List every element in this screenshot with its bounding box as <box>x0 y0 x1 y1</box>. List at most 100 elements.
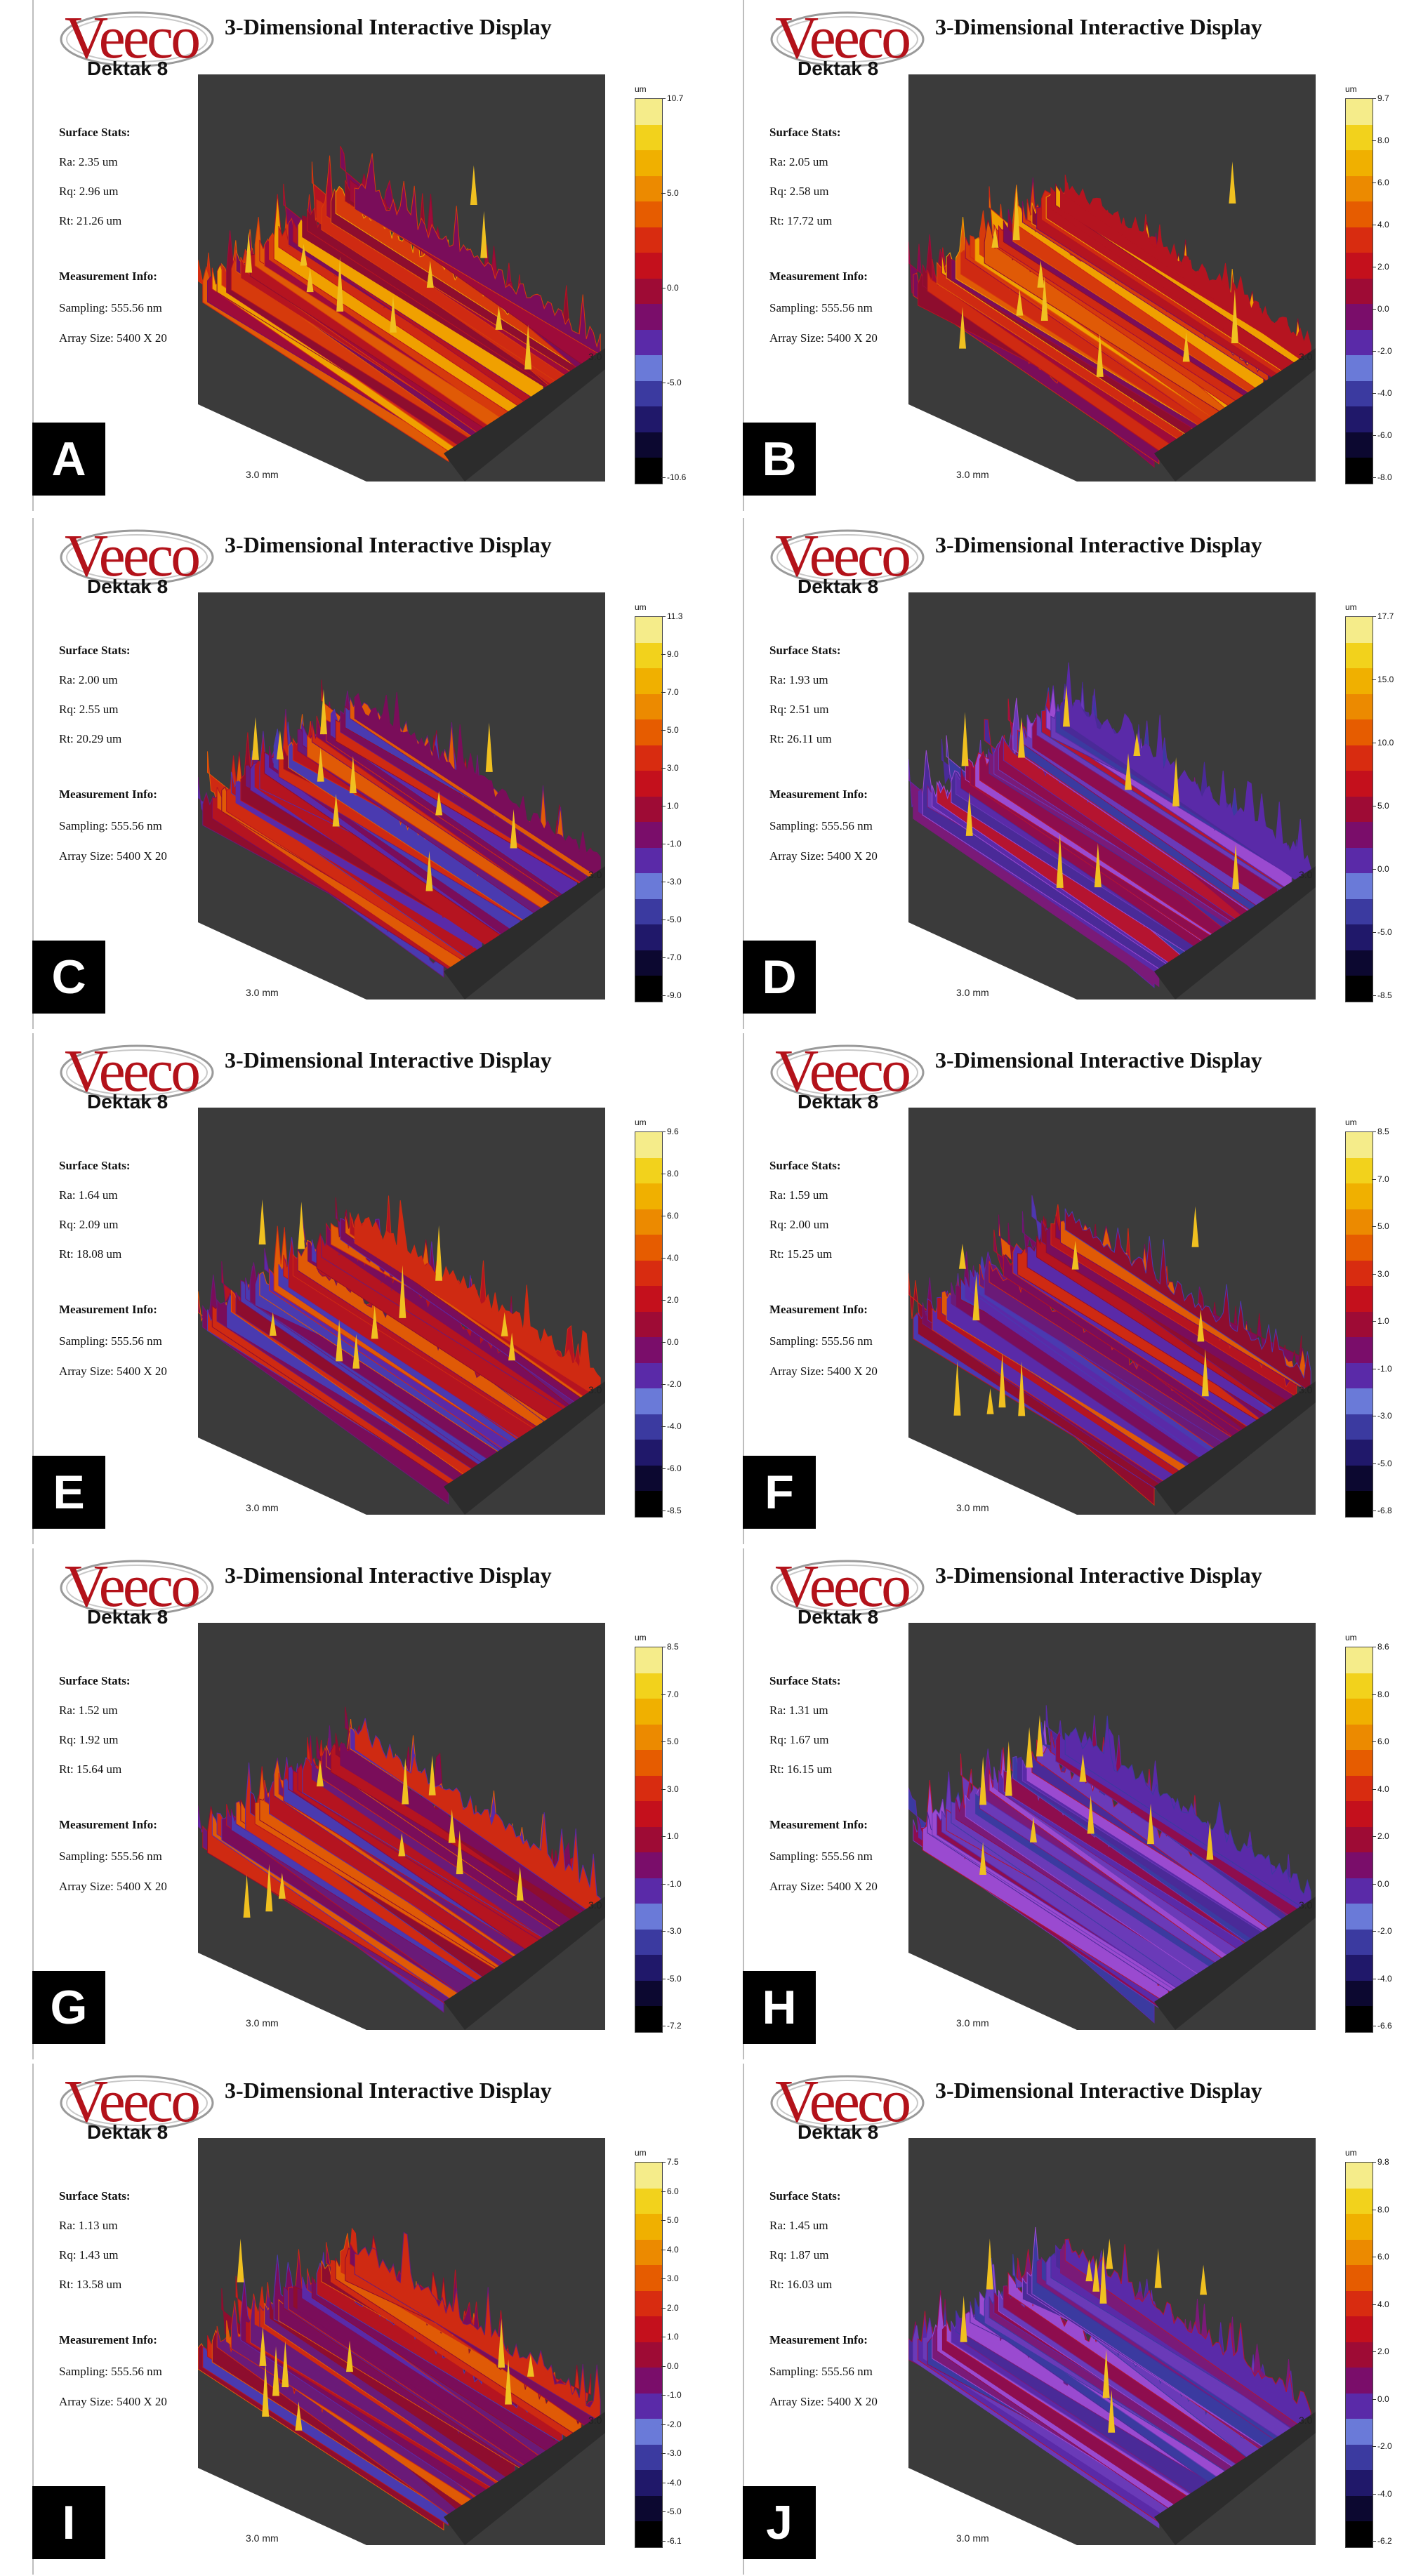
x-axis-label: 3.0 mm <box>246 987 279 998</box>
colorbar-segment <box>635 898 662 925</box>
colorbar-segment <box>1346 278 1373 305</box>
surface-stats-header: Surface Stats: <box>769 644 841 657</box>
surface-edge <box>1154 2412 1316 2545</box>
surface-peak <box>402 1758 409 1805</box>
colorbar-segment <box>635 1852 662 1878</box>
colorbar-segment <box>635 1235 662 1261</box>
surface-plot <box>908 592 1316 1000</box>
x-axis-label: 3.0 mm <box>246 1502 279 1513</box>
product-name: Dektak 8 <box>87 1091 168 1113</box>
surface-peak <box>1036 1715 1043 1757</box>
colorbar-segment <box>1346 1183 1373 1209</box>
surface-strip <box>1064 662 1311 891</box>
sampling-value: Sampling: 555.56 nm <box>769 819 873 832</box>
colorbar-segment <box>1346 1878 1373 1904</box>
colorbar-segment <box>1346 745 1373 771</box>
colorbar-segment <box>635 2188 662 2215</box>
x-axis-label: 3.0 mm <box>956 987 989 998</box>
colorbar-segment <box>635 1904 662 1930</box>
colorbar-tick: 8.0 <box>1372 135 1389 145</box>
colorbar-segment <box>635 976 662 1002</box>
surface-plot <box>198 1623 605 2030</box>
panel-h: Veeco Dektak 8 3-Dimensional Interactive D… <box>710 1548 1402 2059</box>
colorbar-segment <box>1346 380 1373 407</box>
colorbar-tick: 2.0 <box>661 2302 679 2313</box>
surface-peak <box>306 267 314 293</box>
surface-peak <box>1191 1206 1199 1247</box>
surface-peak <box>258 1199 266 1244</box>
colorbar-segment <box>1346 924 1373 950</box>
colorbar-segment <box>1346 2316 1373 2342</box>
colorbar-segment <box>1346 1260 1373 1287</box>
colorbar-tick: -3.0 <box>661 877 682 887</box>
colorbar-segment <box>635 771 662 797</box>
colorbar-tick: -4.0 <box>1372 1973 1392 1984</box>
colorbar-tick: 2.0 <box>1372 262 1389 272</box>
sampling-value: Sampling: 555.56 nm <box>59 819 162 832</box>
panel-f: Veeco Dektak 8 3-Dimensional Interactive D… <box>710 1033 1402 1544</box>
logo-swoosh <box>60 1044 214 1101</box>
colorbar-unit: um <box>1345 1117 1357 1127</box>
colorbar-tick: 8.0 <box>1372 1689 1389 1699</box>
surface-strip <box>1064 1208 1311 1393</box>
surface-peak <box>259 2326 267 2366</box>
surface-peak <box>979 1842 987 1875</box>
logo-swoosh <box>60 529 214 585</box>
surface-peak <box>1005 1741 1012 1796</box>
surface-peak <box>1012 185 1020 241</box>
sampling-value: Sampling: 555.56 nm <box>769 1334 873 1348</box>
brand-name: Veeco <box>65 2067 201 2135</box>
base-plane <box>908 1953 1077 2030</box>
colorbar-tick: 3.0 <box>661 763 679 773</box>
colorbar-segment <box>1346 1775 1373 1802</box>
colorbar-tick: 0.0 <box>661 283 679 293</box>
colorbar-segment <box>1346 175 1373 202</box>
colorbar-segment <box>1346 2495 1373 2522</box>
colorbar-segment <box>1346 1750 1373 1776</box>
sampling-value: Sampling: 555.56 nm <box>59 2365 162 2378</box>
colorbar-tick: 4.0 <box>1372 2299 1389 2309</box>
panel-divider <box>32 2064 34 2575</box>
panel-j: Veeco Dektak 8 3-Dimensional Interactive D… <box>710 2064 1402 2575</box>
surface-peak <box>345 2340 353 2372</box>
rt-value: Rt: 13.58 um <box>59 2278 122 2291</box>
colorbar-tick: -4.0 <box>1372 388 1392 398</box>
colorbar-tick: -5.0 <box>661 1973 682 1984</box>
surface-peak <box>352 1334 360 1369</box>
colorbar-tick: -6.1 <box>661 2536 682 2546</box>
surface-peak <box>485 722 493 772</box>
base-plane <box>198 2468 366 2545</box>
colorbar-segment <box>635 1929 662 1956</box>
colorbar-tick: -10.6 <box>661 472 687 482</box>
colorbar-tick: 9.8 <box>1372 2157 1389 2167</box>
colorbar-segment <box>635 924 662 950</box>
array-size-value: Array Size: 5400 X 20 <box>769 1365 878 1378</box>
array-size-value: Array Size: 5400 X 20 <box>59 331 167 345</box>
panel-d: Veeco Dektak 8 3-Dimensional Interactive D… <box>710 518 1402 1029</box>
colorbar-unit: um <box>635 2148 647 2158</box>
surface-peak <box>965 792 973 836</box>
veeco-logo <box>56 1037 218 1111</box>
surface-stats-header: Surface Stats: <box>769 1674 841 1687</box>
colorbar-tick: -3.0 <box>661 1926 682 1936</box>
ra-value: Ra: 1.59 um <box>769 1188 828 1202</box>
surface-peak <box>389 296 397 333</box>
product-name: Dektak 8 <box>798 2121 879 2143</box>
colorbar-tick: 0.0 <box>661 2361 679 2371</box>
panel-e: Veeco Dektak 8 3-Dimensional Interactive D… <box>0 1033 695 1544</box>
panel-g: Veeco Dektak 8 3-Dimensional Interactive D… <box>0 1548 695 2059</box>
colorbar-segment <box>635 355 662 381</box>
measurement-info-header: Measurement Info: <box>769 2333 868 2346</box>
surface-edge <box>1154 1897 1316 2030</box>
panel-label: G <box>32 1971 105 2044</box>
base-plane <box>198 1953 366 2030</box>
rq-value: Rq: 1.67 um <box>769 1733 829 1746</box>
sampling-value: Sampling: 555.56 nm <box>769 301 873 314</box>
base-plane <box>908 922 1077 1000</box>
colorbar-segment <box>635 1699 662 1725</box>
product-name: Dektak 8 <box>798 58 879 79</box>
colorbar-segment <box>635 1311 662 1338</box>
colorbar-segment <box>1346 1337 1373 1363</box>
colorbar-tick: 6.0 <box>1372 2252 1389 2262</box>
panel-label: F <box>743 1456 816 1529</box>
